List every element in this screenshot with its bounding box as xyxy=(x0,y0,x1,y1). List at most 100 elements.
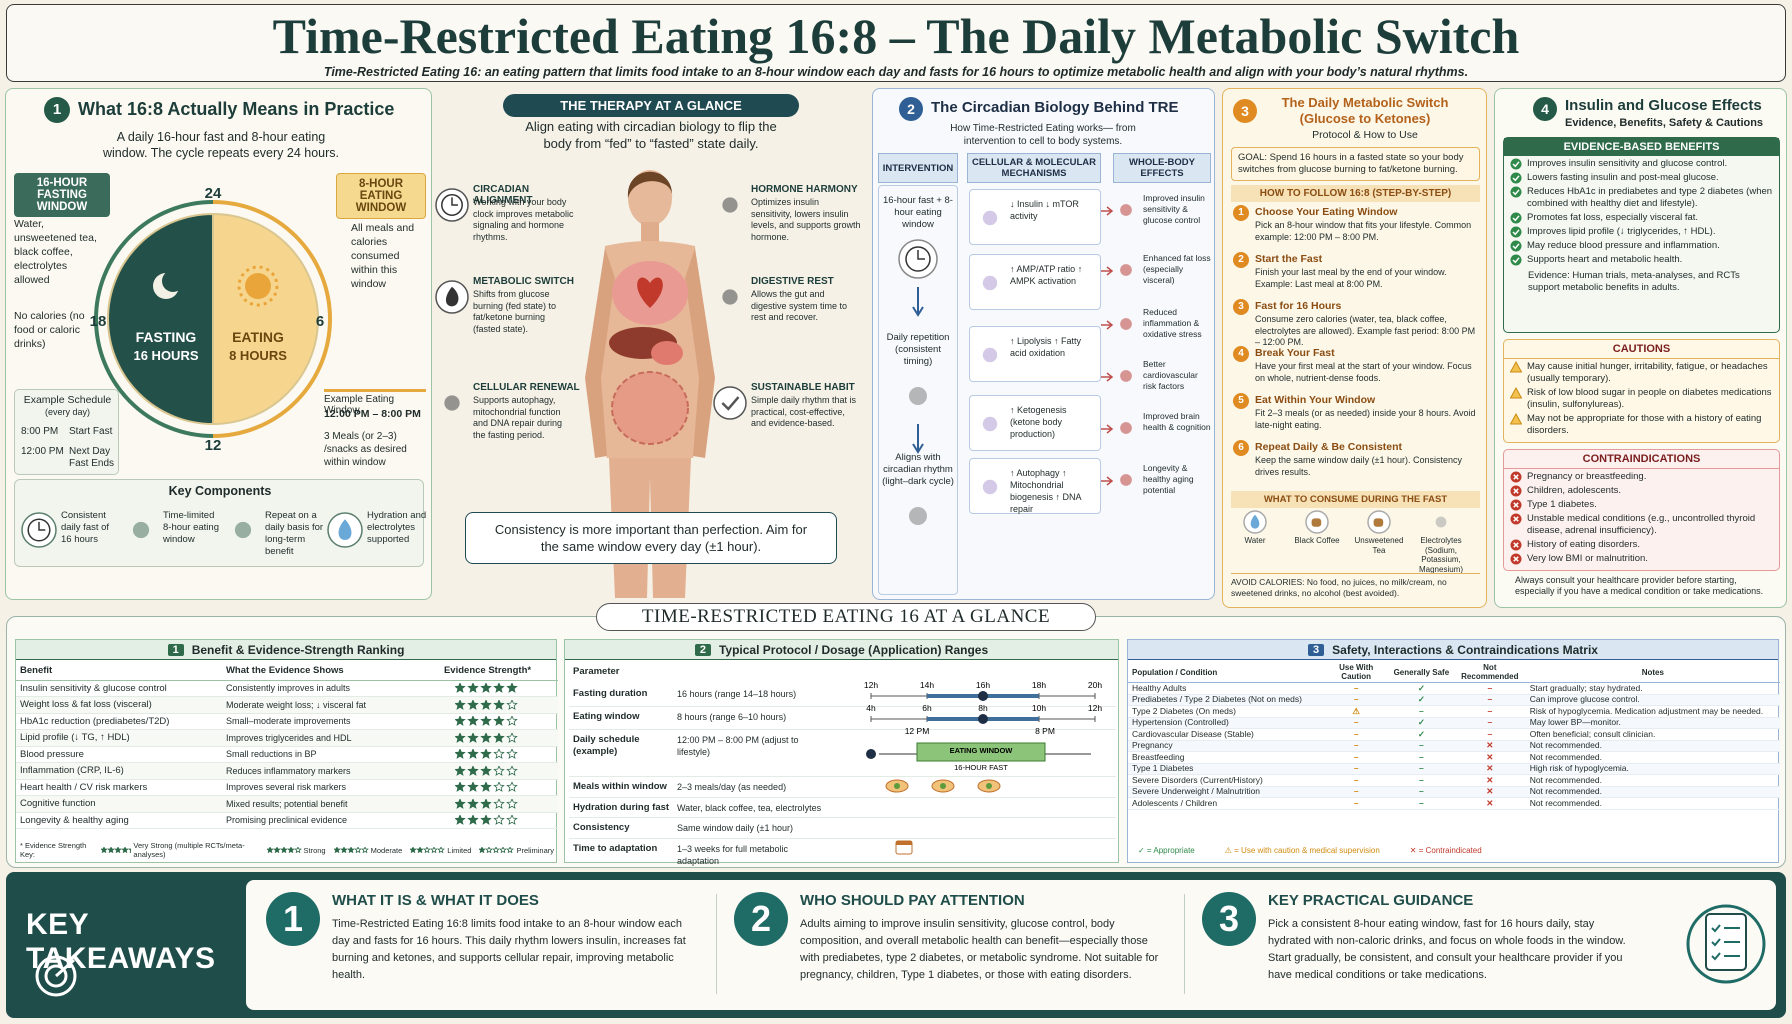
note: Not recommended. xyxy=(1529,786,1602,796)
icon-dot xyxy=(1120,204,1132,216)
icon xyxy=(713,386,747,420)
clock-arc-fast xyxy=(94,200,214,438)
table-row: Weight loss & fat loss (visceral) Moderat… xyxy=(16,696,558,713)
star xyxy=(480,698,492,710)
window-title: Example Eating Window xyxy=(324,394,395,416)
eating-window xyxy=(916,742,1046,762)
evidence-strength xyxy=(417,812,558,829)
component-text: Repeat on a daily basis for long-term be… xyxy=(265,510,324,557)
star xyxy=(410,847,418,853)
note: Not recommended. xyxy=(1529,774,1602,785)
mechanism-text: ↓ Insulin ↓ mTOR activity xyxy=(1010,199,1079,221)
takeaway-title: WHAT IT IS & WHAT IT DOES xyxy=(332,892,539,909)
star xyxy=(506,682,518,694)
arrow-line xyxy=(1101,476,1114,486)
bullet-icon xyxy=(1510,240,1522,252)
effect: Longevity & healthy aging potential xyxy=(1143,463,1194,495)
star xyxy=(493,748,505,760)
icon xyxy=(909,387,927,405)
column-header: Parameter xyxy=(573,666,620,677)
arrow-line xyxy=(912,287,924,317)
star xyxy=(467,731,479,743)
benefit: Inflammation (CRP, IL-6) xyxy=(20,765,124,777)
bullet-circle xyxy=(1510,212,1522,224)
number-badge: 1 xyxy=(1233,205,1249,221)
bullet-glyph xyxy=(1512,175,1520,182)
bullet-icon xyxy=(1510,212,1522,224)
evidence-shows: Promising preclinical evidence xyxy=(225,815,348,826)
star xyxy=(272,847,281,853)
parameter: Consistency xyxy=(573,822,630,833)
table-row: Heart health / CV risk markers Improves s… xyxy=(16,779,558,796)
bullet-icon xyxy=(1510,172,1522,184)
step-title: Fast for 16 Hours xyxy=(1255,300,1342,312)
clock-label: 16 HOURS xyxy=(133,348,198,363)
column-header: INTERVENTION xyxy=(878,153,958,183)
target-icon xyxy=(35,955,77,997)
column-header: Not Recommended xyxy=(1461,663,1519,681)
status: – xyxy=(1487,728,1493,739)
tick-label: 12h xyxy=(1088,703,1102,713)
star xyxy=(346,847,355,853)
list-item: Improves lipid profile (↓ triglycerides,… xyxy=(1504,226,1779,238)
benefit: Weight loss & fat loss (visceral) xyxy=(20,699,152,711)
clock-label: 24 xyxy=(205,185,222,202)
bullet-circle xyxy=(1510,172,1522,184)
intervention: Daily repetition (consistent timing) xyxy=(886,332,950,367)
star xyxy=(467,698,479,710)
icon-dot xyxy=(1120,370,1132,382)
table-row: Prediabetes / Type 2 Diabetes (Not on me… xyxy=(1128,694,1780,706)
bullet-glyph xyxy=(1512,215,1520,222)
item-text: Lowers fasting insulin and post-meal glu… xyxy=(1527,172,1719,183)
number-badge: 3 xyxy=(1233,299,1249,315)
bullet-icon xyxy=(1510,413,1522,425)
step-desc: Have your first meal at the start of you… xyxy=(1255,361,1472,383)
mechanism: ↑ Lipolysis ↑ Fatty acid oxidation xyxy=(969,326,1101,382)
panel-title: What 16:8 Actually Means in Practice xyxy=(78,99,395,119)
target-arrow xyxy=(55,958,75,978)
clock-label: 18 xyxy=(90,313,107,330)
star xyxy=(506,715,518,727)
divider xyxy=(1184,894,1185,994)
list-item: May not be appropriate for those with a … xyxy=(1504,413,1779,437)
key-item: Moderate xyxy=(333,846,402,855)
key-title: * Evidence Strength Key: xyxy=(20,841,87,859)
item-text: History of eating disorders. xyxy=(1527,539,1640,550)
row-divider xyxy=(569,706,1116,707)
clock-label: EATING xyxy=(232,329,284,345)
star xyxy=(293,847,302,853)
star-rating xyxy=(479,847,515,853)
bullet-circle xyxy=(1510,240,1522,252)
arrow-line xyxy=(1101,372,1114,382)
item-text: Risk of low blood sugar in people on dia… xyxy=(1527,387,1772,410)
icon-dot xyxy=(1120,474,1132,486)
evidence-shows: Small–moderate improvements xyxy=(225,716,351,727)
components-title: Key Components xyxy=(168,484,272,498)
evidence-strength xyxy=(417,730,558,747)
list-item: Supports heart and metabolic health. xyxy=(1504,254,1779,266)
icon xyxy=(1367,510,1391,534)
evidence-shows: Consistently improves in adults xyxy=(225,683,351,694)
meal-icon xyxy=(931,779,955,793)
benefit: Lipid profile (↓ TG, ↑ HDL) xyxy=(20,732,130,744)
list-item: Risk of low blood sugar in people on dia… xyxy=(1504,387,1779,411)
item-text: Improves insulin sensitivity and glucose… xyxy=(1527,158,1728,169)
steps-title: HOW TO FOLLOW 16:8 (STEP-BY-STEP) xyxy=(1231,185,1480,202)
star xyxy=(479,847,487,853)
column-header: CELLULAR & MOLECULAR MECHANISMS xyxy=(967,153,1101,183)
status: – xyxy=(1487,682,1493,693)
item-title: DIGESTIVE REST xyxy=(751,276,834,287)
icon-dot xyxy=(982,347,998,363)
clip-check xyxy=(1711,952,1740,961)
clock-label: 6 xyxy=(316,313,324,330)
table-row: Insulin sensitivity & glucose control Con… xyxy=(16,680,558,697)
star-rating xyxy=(454,814,518,826)
step-title: Start the Fast xyxy=(1255,253,1323,265)
icon-drop xyxy=(338,519,352,540)
key-label: Strong xyxy=(303,845,326,855)
arrow xyxy=(1101,424,1114,434)
number-badge: 2 xyxy=(734,892,788,946)
target-outer xyxy=(35,955,77,997)
note: Often beneficial; consult clinician. xyxy=(1529,728,1656,739)
icon xyxy=(722,289,738,305)
